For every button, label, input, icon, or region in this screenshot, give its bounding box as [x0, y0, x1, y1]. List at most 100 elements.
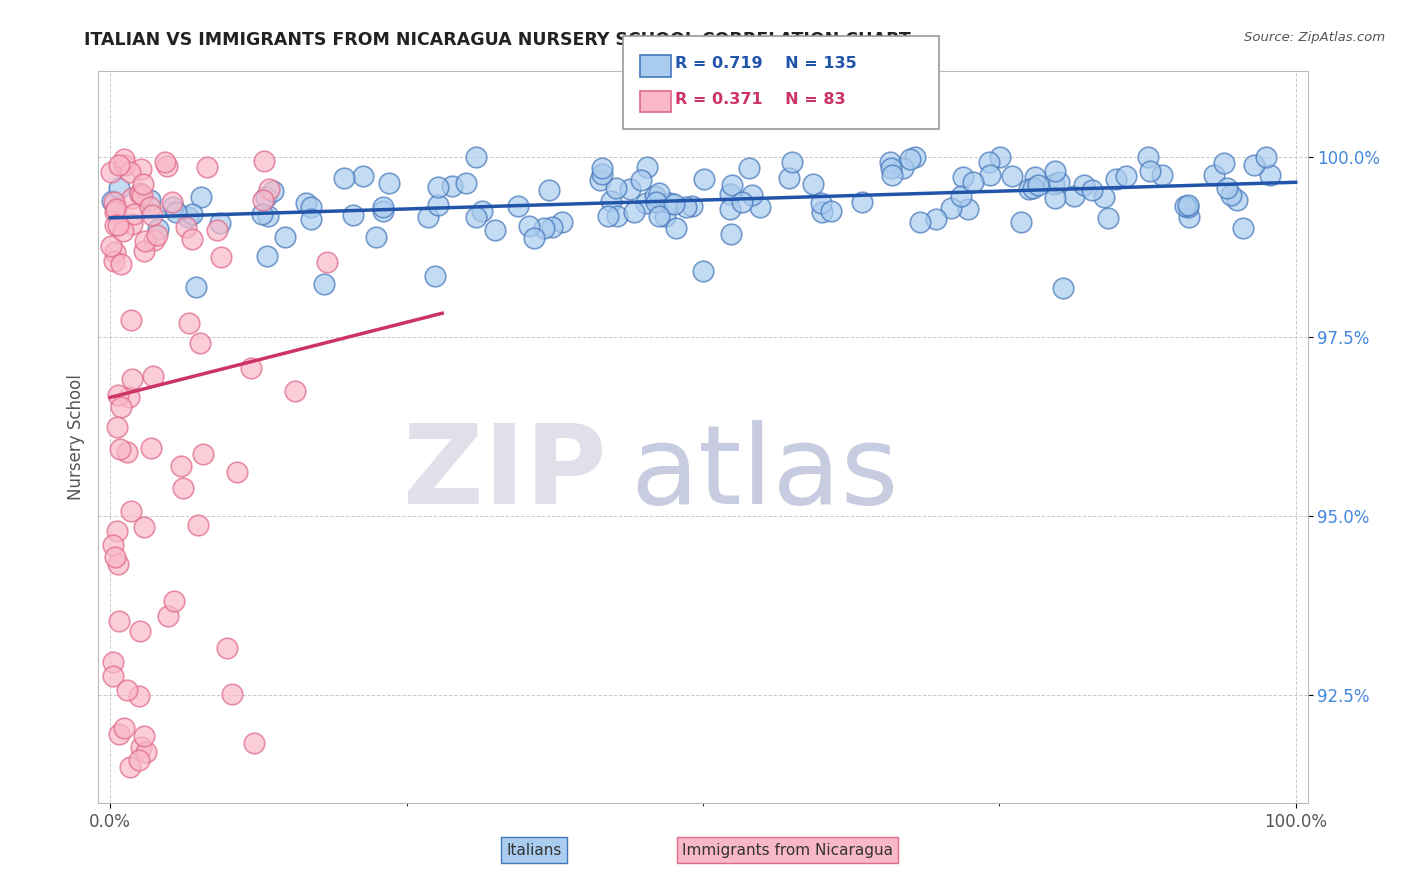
Point [1152, 169, 1174, 183]
Point [952, 170, 974, 185]
Point [456, 176, 478, 190]
Point [121, 372, 143, 386]
Point [1216, 181, 1239, 195]
Point [1219, 187, 1241, 202]
Point [619, 182, 641, 196]
Point [190, 190, 212, 204]
Text: Source: ZipAtlas.com: Source: ZipAtlas.com [1244, 31, 1385, 45]
Point [104, 245, 127, 260]
Point [605, 181, 627, 195]
Point [893, 161, 915, 175]
Point [141, 208, 163, 222]
Point [1052, 281, 1074, 295]
Point [107, 219, 129, 233]
Point [209, 250, 232, 264]
Point [1022, 181, 1045, 195]
Point [1212, 156, 1234, 170]
Point [111, 224, 134, 238]
Point [373, 203, 395, 218]
Point [112, 721, 135, 735]
Point [315, 254, 337, 268]
Point [737, 161, 759, 176]
Point [284, 384, 307, 398]
Point [606, 209, 628, 223]
Point [1024, 170, 1046, 185]
Point [962, 175, 984, 189]
Point [118, 760, 141, 774]
Point [257, 210, 280, 224]
Point [170, 458, 193, 473]
Text: Immigrants from Nicaragua: Immigrants from Nicaragua [682, 843, 893, 858]
Point [352, 169, 374, 184]
Point [1043, 191, 1066, 205]
Point [591, 167, 613, 181]
Point [1001, 169, 1024, 184]
Point [654, 209, 676, 223]
Point [162, 200, 184, 214]
Point [1177, 210, 1199, 224]
Point [142, 369, 165, 384]
Point [427, 180, 450, 194]
Point [254, 190, 277, 204]
Point [115, 444, 138, 458]
Point [120, 504, 142, 518]
Point [589, 173, 612, 187]
Text: R = 0.719    N = 135: R = 0.719 N = 135 [675, 56, 856, 70]
Point [112, 153, 135, 167]
Point [600, 194, 623, 209]
Point [253, 153, 276, 168]
Point [1063, 188, 1085, 202]
Point [741, 188, 763, 202]
Point [180, 232, 202, 246]
Point [851, 194, 873, 209]
Point [114, 158, 136, 172]
Point [187, 518, 209, 533]
Point [107, 180, 129, 194]
Text: ZIP: ZIP [404, 420, 606, 527]
Point [134, 729, 156, 743]
Point [105, 524, 128, 538]
Point [1073, 178, 1095, 192]
Point [104, 550, 127, 565]
Point [118, 391, 141, 405]
Point [1232, 220, 1254, 235]
Point [484, 223, 506, 237]
Point [977, 155, 1000, 169]
Point [250, 207, 273, 221]
Point [681, 199, 703, 213]
Point [101, 537, 124, 551]
Point [176, 219, 198, 234]
Point [636, 161, 658, 175]
Point [299, 211, 322, 226]
Point [139, 193, 162, 207]
Point [721, 178, 744, 192]
Point [1243, 158, 1265, 172]
Point [242, 736, 264, 750]
Point [160, 195, 183, 210]
Point [128, 753, 150, 767]
Point [465, 210, 488, 224]
Point [100, 239, 122, 253]
Point [156, 159, 179, 173]
Point [1047, 175, 1070, 189]
Point [1105, 172, 1128, 186]
Point [1137, 150, 1160, 164]
Point [718, 202, 741, 217]
Point [135, 745, 157, 759]
Point [128, 624, 150, 638]
Point [664, 197, 686, 211]
Point [295, 196, 318, 211]
Point [163, 594, 186, 608]
Point [117, 683, 139, 698]
Point [1174, 199, 1197, 213]
Point [184, 279, 207, 293]
Point [956, 202, 979, 216]
Point [120, 313, 142, 327]
Point [718, 187, 741, 202]
Point [110, 400, 132, 414]
Point [129, 739, 152, 754]
Point [780, 154, 803, 169]
Point [1177, 198, 1199, 212]
Point [139, 442, 162, 456]
Point [1177, 200, 1199, 214]
